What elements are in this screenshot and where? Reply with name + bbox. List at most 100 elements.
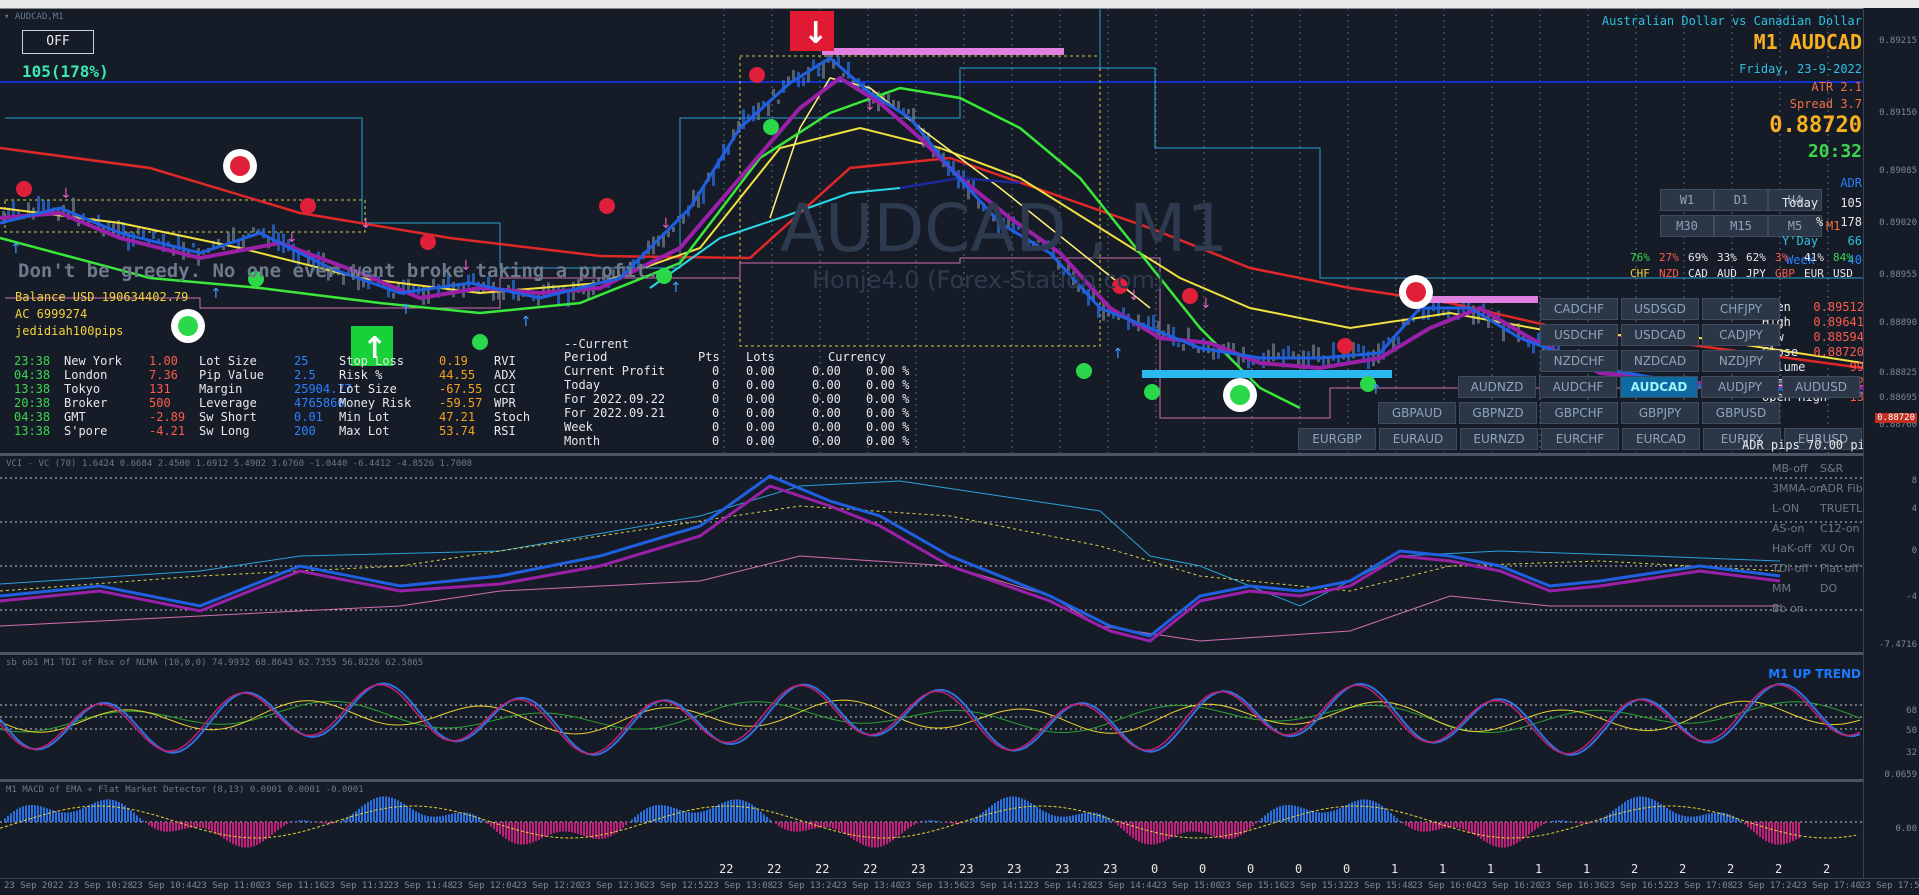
pair-button-eurgbp[interactable]: EURGBP <box>1298 428 1376 450</box>
option-toggle[interactable]: AS-on <box>1772 522 1804 535</box>
pair-button-cadjpy[interactable]: CADJPY <box>1702 324 1780 346</box>
tf-button-m15[interactable]: M15 <box>1714 215 1768 237</box>
macd-bar <box>1780 822 1782 845</box>
profit-header: Currency <box>828 350 886 364</box>
macd-bar <box>40 806 42 822</box>
macd-bar <box>724 802 726 822</box>
tdi-indicator-pane[interactable] <box>0 655 1863 779</box>
macd-bar <box>577 822 579 834</box>
pair-button-chfjpy[interactable]: CHFJPY <box>1702 298 1780 320</box>
option-toggle[interactable]: L-ON <box>1772 502 1799 515</box>
macd-bar <box>895 822 897 838</box>
option-toggle[interactable]: DO <box>1820 582 1837 595</box>
option-toggle[interactable]: MB-off <box>1772 462 1808 475</box>
option-toggle[interactable]: TRUETL <box>1820 502 1862 515</box>
spread-label: Spread 3.7 <box>1790 97 1862 111</box>
macd-bar <box>517 822 519 844</box>
macd-bar <box>538 822 540 840</box>
svg-text:↑: ↑ <box>400 302 412 318</box>
pair-button-cadchf[interactable]: CADCHF <box>1540 298 1618 320</box>
hour-label: 2 <box>1823 862 1830 876</box>
time-label: 23 Sep 10:44 <box>132 881 197 891</box>
vc-indicator-pane[interactable] <box>0 456 1863 652</box>
pair-button-nzdjpy[interactable]: NZDJPY <box>1702 350 1780 372</box>
option-toggle[interactable]: S&R <box>1820 462 1843 475</box>
adr-pct-value: 178 <box>1840 215 1862 229</box>
pair-button-eurnzd[interactable]: EURNZD <box>1460 428 1538 450</box>
tf-button-m30[interactable]: M30 <box>1660 215 1714 237</box>
macd-bar <box>430 817 432 822</box>
option-toggle[interactable]: Flat-off <box>1820 562 1859 575</box>
option-toggle[interactable]: C12-on <box>1820 522 1860 535</box>
macd-bar <box>406 806 408 822</box>
pair-button-gbpnzd[interactable]: GBPNZD <box>1459 402 1537 424</box>
pair-button-audcad[interactable]: AUDCAD <box>1620 376 1698 398</box>
option-toggle[interactable]: MM <box>1772 582 1791 595</box>
option-toggle[interactable]: 3MMA-on <box>1772 482 1823 495</box>
pair-button-eurcad[interactable]: EURCAD <box>1622 428 1700 450</box>
risk-label: Risk % <box>339 368 382 382</box>
pair-button-usdchf[interactable]: USDCHF <box>1540 324 1618 346</box>
session-city: GMT <box>64 410 86 424</box>
tf-button-w1[interactable]: W1 <box>1660 189 1714 211</box>
pair-button-nzdcad[interactable]: NZDCAD <box>1621 350 1699 372</box>
macd-bar <box>46 808 48 822</box>
pair-button-usdcad[interactable]: USDCAD <box>1621 324 1699 346</box>
pair-button-audusd[interactable]: AUDUSD <box>1782 376 1860 398</box>
macd-bar <box>1642 796 1644 822</box>
macd-bar <box>1180 822 1182 834</box>
pair-button-gbpaud[interactable]: GBPAUD <box>1378 402 1456 424</box>
macd-bar <box>928 820 930 822</box>
profit-pct: 0.00 % <box>866 434 909 448</box>
time-label: 23 Sep 13:56 <box>900 881 965 891</box>
vc-tick: 4 <box>1912 504 1917 514</box>
macd-bar <box>1771 822 1773 844</box>
pair-button-usdsgd[interactable]: USDSGD <box>1621 298 1699 320</box>
macd-bar <box>1708 814 1710 822</box>
macd-bar <box>1555 820 1557 822</box>
option-toggle[interactable]: TDI-off <box>1772 562 1809 575</box>
macd-bar <box>1363 799 1365 822</box>
macd-bar <box>832 822 834 829</box>
option-toggle[interactable]: XU On <box>1820 542 1855 555</box>
macd-bar <box>1345 805 1347 822</box>
candle <box>557 286 560 305</box>
macd-bar <box>922 821 924 822</box>
pair-button-eurchf[interactable]: EURCHF <box>1541 428 1619 450</box>
macd-bar <box>178 822 180 830</box>
macd-bar <box>574 822 576 833</box>
macd-bar <box>643 810 645 822</box>
macd-bar <box>1768 822 1770 843</box>
macd-bar <box>1072 815 1074 822</box>
option-toggle[interactable]: HaK-off <box>1772 542 1812 555</box>
profit-currency: 0.00 <box>812 434 841 448</box>
macd-bar <box>73 811 75 822</box>
pair-button-euraud[interactable]: EURAUD <box>1379 428 1457 450</box>
macd-bar <box>136 815 138 822</box>
svg-text:↓: ↓ <box>360 216 372 232</box>
candle <box>1182 344 1185 351</box>
macd-bar <box>10 813 12 822</box>
pair-button-audjpy[interactable]: AUDJPY <box>1701 376 1779 398</box>
tf-button-d1[interactable]: D1 <box>1714 189 1768 211</box>
pair-button-nzdchf[interactable]: NZDCHF <box>1540 350 1618 372</box>
macd-bar <box>1054 816 1056 822</box>
off-button[interactable]: OFF <box>22 30 94 54</box>
vc-line-blue <box>0 476 1780 636</box>
macd-bar <box>286 822 288 824</box>
macd-bar <box>1558 820 1560 822</box>
pair-button-gbpchf[interactable]: GBPCHF <box>1540 402 1618 424</box>
option-toggle[interactable]: Bb on <box>1772 602 1804 615</box>
pair-button-gbpusd[interactable]: GBPUSD <box>1702 402 1780 424</box>
macd-bar <box>925 821 927 822</box>
macd-bar <box>64 813 66 822</box>
macd-bar <box>1240 822 1242 835</box>
pair-button-audchf[interactable]: AUDCHF <box>1539 376 1617 398</box>
macd-bar <box>388 797 390 822</box>
pair-button-gbpjpy[interactable]: GBPJPY <box>1621 402 1699 424</box>
pair-button-audnzd[interactable]: AUDNZD <box>1458 376 1536 398</box>
macd-bar <box>1201 822 1203 833</box>
